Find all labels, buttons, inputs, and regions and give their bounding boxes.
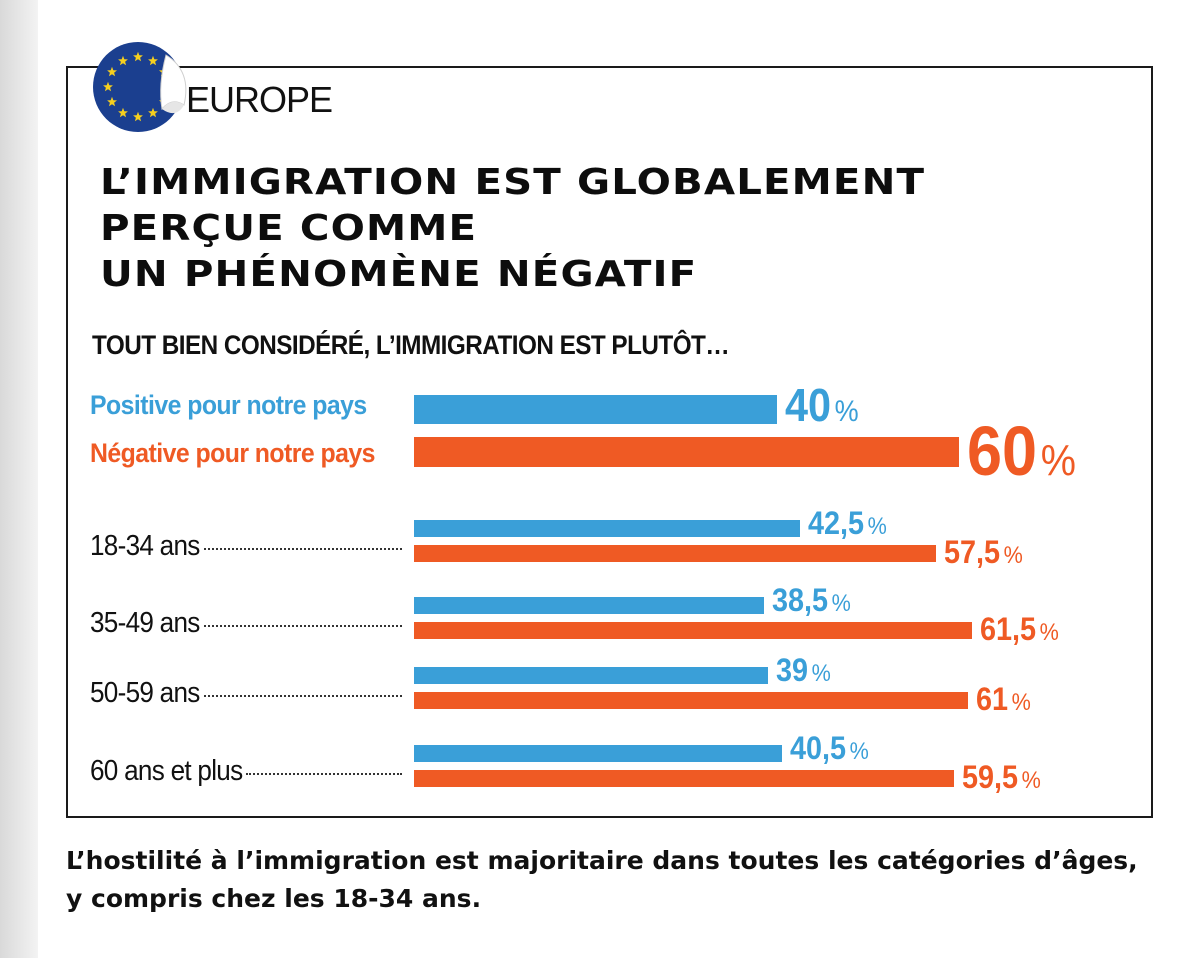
positive-value-percent-sign: % [849,738,869,765]
survey-question: TOUT BIEN CONSIDÉRÉ, L’IMMIGRATION EST P… [92,330,730,360]
negative-value: 59,5% [962,761,1041,793]
negative-bar [414,622,973,639]
positive-value-percent-sign: % [831,590,851,617]
negative-value-number: 59,5 [962,759,1019,795]
positive-value-number: 38,5 [771,582,828,618]
flag-star-icon [148,55,158,66]
overall-negative-bar [414,437,959,467]
flag-star-icon [118,55,128,66]
title-line-2: PERÇUE COMME [100,208,478,249]
overall-positive-value-percent-sign: % [834,395,859,428]
age-label: 35-49 ans [90,607,200,639]
overall-positive-value-number: 40 [785,379,832,431]
positive-value-percent-sign: % [867,513,887,540]
leader-dots [203,625,402,627]
legend-negative: Négative pour notre pays [90,438,375,468]
negative-value: 57,5% [944,536,1023,568]
leader-dots [203,695,402,697]
negative-value-number: 61,5 [980,611,1037,647]
positive-bar [414,597,764,614]
title-line-3: UN PHÉNOMÈNE NÉGATIF [100,254,698,295]
legend-positive: Positive pour notre pays [90,390,367,420]
positive-bar [414,520,800,537]
overall-negative-value-percent-sign: % [1040,436,1076,485]
overall-negative-value: 60% [967,416,1076,486]
page-edge-shadow [0,0,38,958]
positive-value-number: 40,5 [789,730,846,766]
flag-star-icon [133,111,143,122]
overall-negative-value-number: 60 [966,412,1037,490]
negative-value: 61,5% [980,613,1059,645]
negative-bar [414,770,955,787]
flag-star-icon [103,81,113,92]
negative-value-percent-sign: % [1040,619,1060,646]
flag-star-icon [118,107,128,118]
age-label: 60 ans et plus [90,755,243,787]
title-line-1: L’IMMIGRATION EST GLOBALEMENT [100,162,926,203]
negative-value-percent-sign: % [1011,689,1031,716]
chart-title: L’IMMIGRATION EST GLOBALEMENT PERÇUE COM… [100,160,925,298]
positive-value-number: 42,5 [807,505,864,541]
negative-value-number: 61 [975,681,1008,717]
leader-dots [203,548,402,550]
positive-value: 42,5% [808,507,887,539]
age-label: 50-59 ans [90,677,200,709]
positive-bar [414,745,782,762]
region-label: EUROPE [186,79,333,120]
negative-value: 61% [976,683,1031,715]
flag-star-icon [148,107,158,118]
overall-positive-bar [414,395,778,424]
flag-star-icon [107,96,117,107]
positive-value-percent-sign: % [811,660,831,687]
positive-value-number: 39 [776,652,809,688]
flag-star-icon [133,51,143,62]
negative-value-number: 57,5 [944,534,1001,570]
positive-bar [414,667,769,684]
negative-value-percent-sign: % [1003,542,1023,569]
age-label: 18-34 ans [90,530,200,562]
positive-value: 39% [776,654,831,686]
negative-bar [414,545,937,562]
overall-positive-value: 40% [785,382,859,428]
positive-value: 38,5% [772,584,851,616]
positive-value: 40,5% [790,732,869,764]
eu-flag-icon [93,42,187,132]
leader-dots [246,773,402,775]
negative-bar [414,692,968,709]
negative-value-percent-sign: % [1021,767,1042,794]
caption: L’hostilité à l’immigration est majorita… [66,846,1138,913]
flag-star-icon [107,66,117,77]
